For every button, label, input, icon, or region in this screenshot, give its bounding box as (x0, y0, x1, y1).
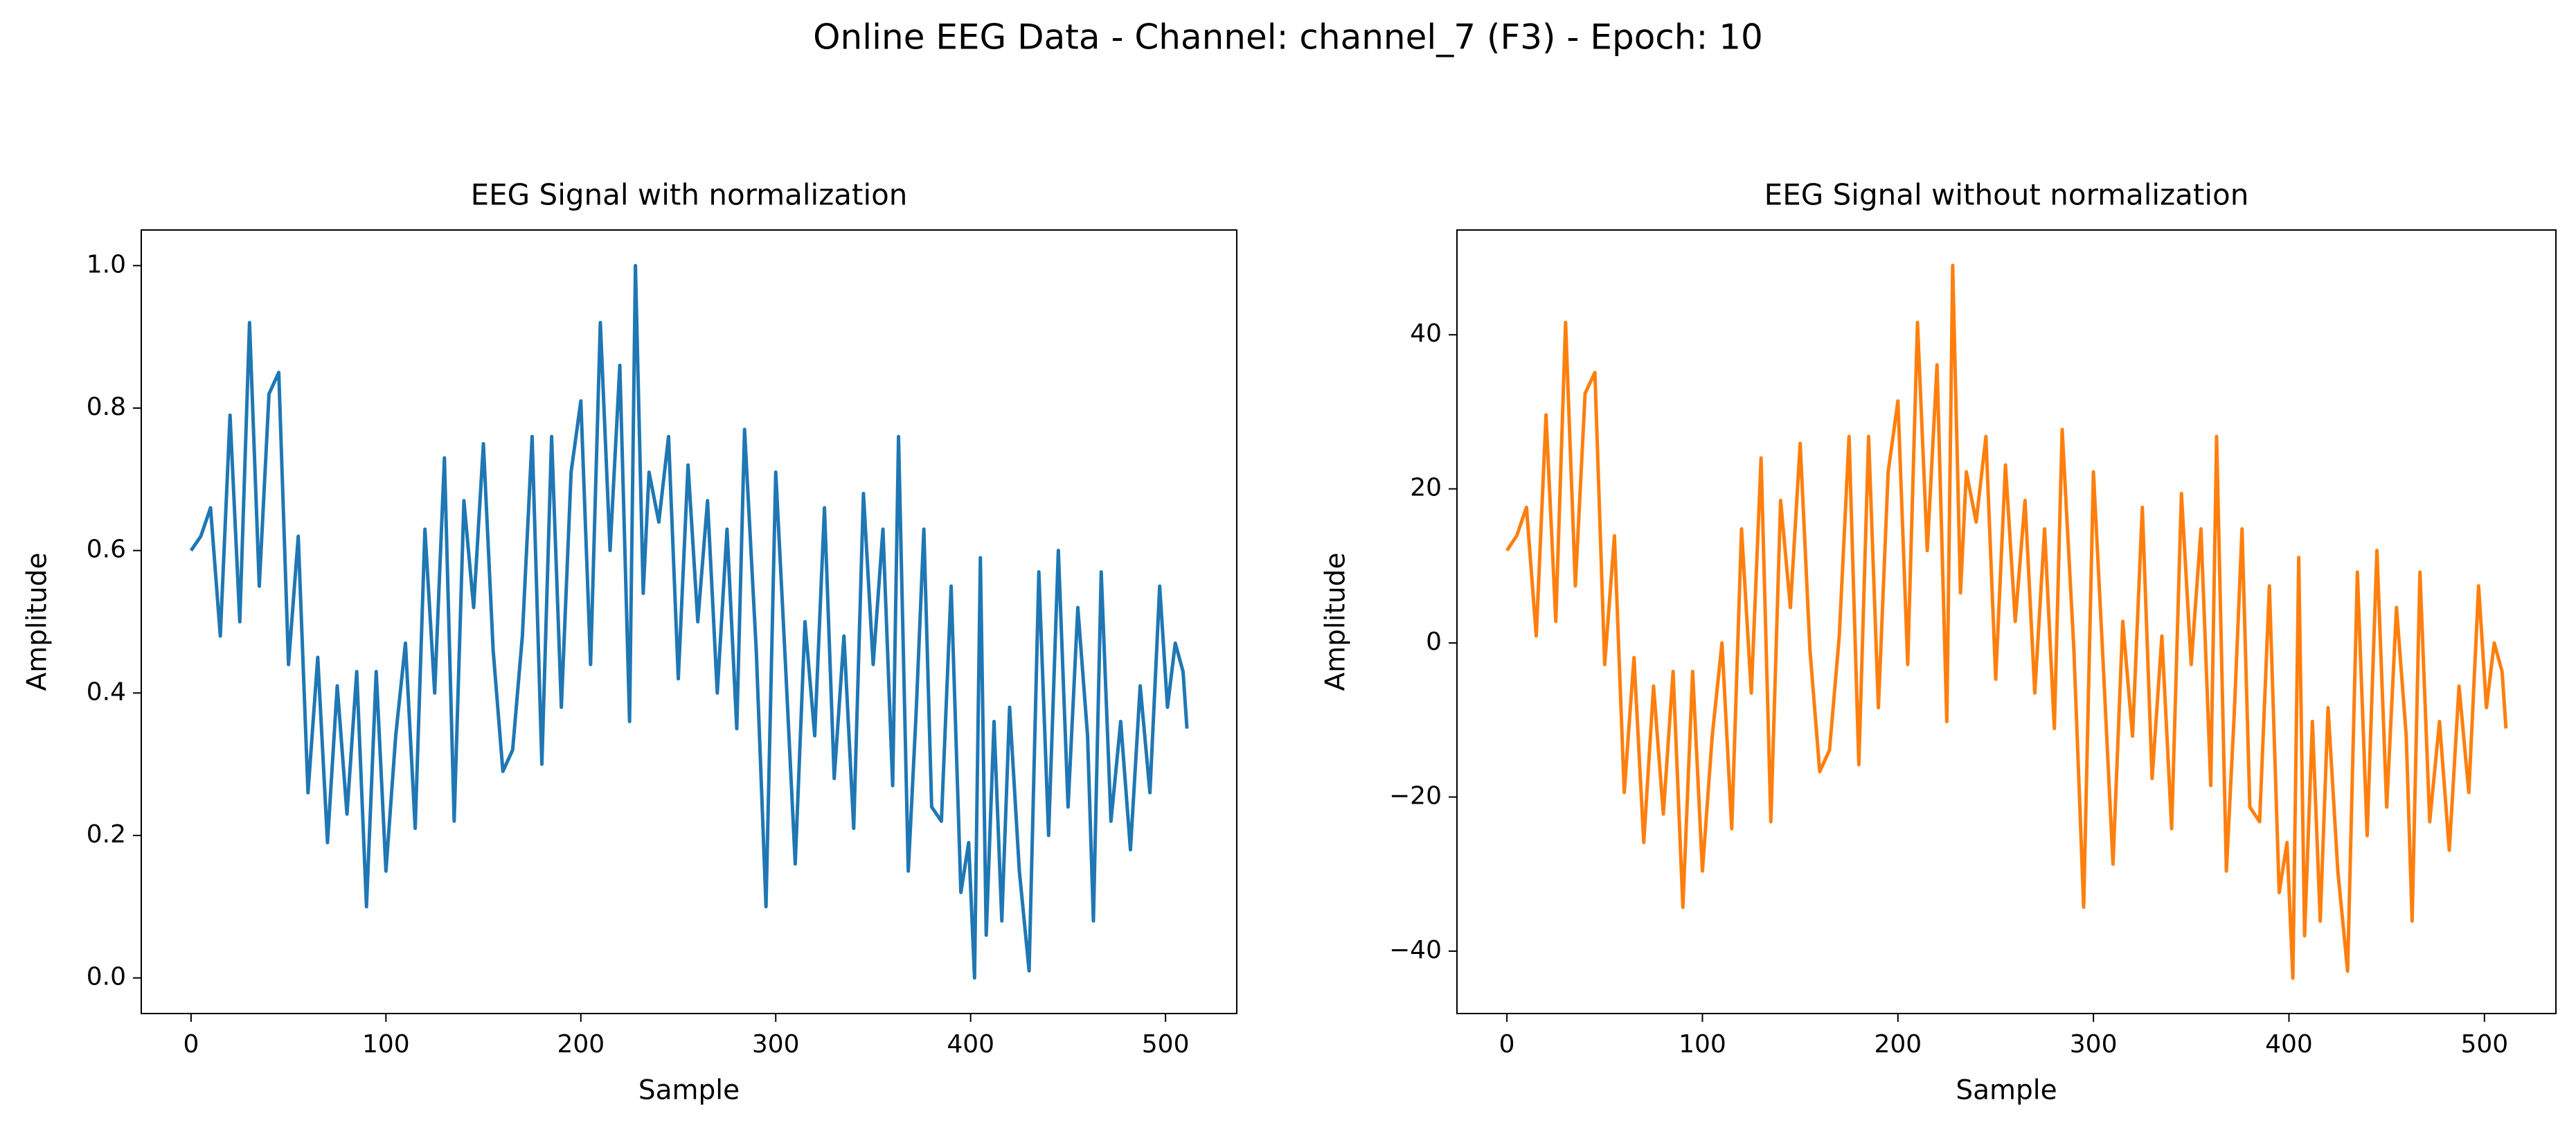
y-tick-label: 0.0 (87, 963, 126, 991)
y-tick-label: 0.4 (87, 678, 126, 706)
y-tick-label: −20 (1389, 782, 1442, 811)
x-tick-label: 400 (2265, 1030, 2313, 1059)
x-tick-label: 300 (752, 1030, 800, 1059)
x-axis-label: Sample (1956, 1075, 2057, 1106)
x-axis-label: Sample (638, 1075, 740, 1106)
x-tick-label: 0 (1499, 1030, 1515, 1059)
y-tick-label: −40 (1389, 936, 1442, 964)
signal-line (189, 263, 1189, 980)
figure-title: Online EEG Data - Channel: channel_7 (F3… (813, 17, 1763, 58)
y-tick-label: 0.2 (87, 820, 126, 849)
y-axis-label: Amplitude (1321, 553, 1352, 691)
y-tick-label: 0.8 (87, 393, 126, 421)
x-tick-label: 200 (557, 1030, 605, 1059)
axes-frame (141, 229, 1237, 1014)
y-axis-label: Amplitude (22, 553, 53, 691)
axes-frame (1456, 229, 2557, 1014)
y-tick-label: 0.6 (87, 536, 126, 564)
subplot-title: EEG Signal with normalization (471, 178, 908, 212)
x-tick-label: 500 (2460, 1030, 2508, 1059)
signal-line (1505, 263, 2508, 980)
x-tick-label: 100 (362, 1030, 410, 1059)
x-tick-label: 0 (183, 1030, 199, 1059)
x-tick-label: 500 (1142, 1030, 1190, 1059)
y-tick-label: 40 (1410, 319, 1442, 348)
x-tick-label: 300 (2070, 1030, 2118, 1059)
x-tick-label: 200 (1874, 1030, 1922, 1059)
y-tick-label: 0 (1426, 628, 1442, 656)
x-tick-label: 400 (947, 1030, 994, 1059)
subplot-title: EEG Signal without normalization (1764, 178, 2249, 212)
x-tick-label: 100 (1679, 1030, 1726, 1059)
y-tick-label: 20 (1410, 474, 1442, 502)
y-tick-label: 1.0 (87, 250, 126, 278)
